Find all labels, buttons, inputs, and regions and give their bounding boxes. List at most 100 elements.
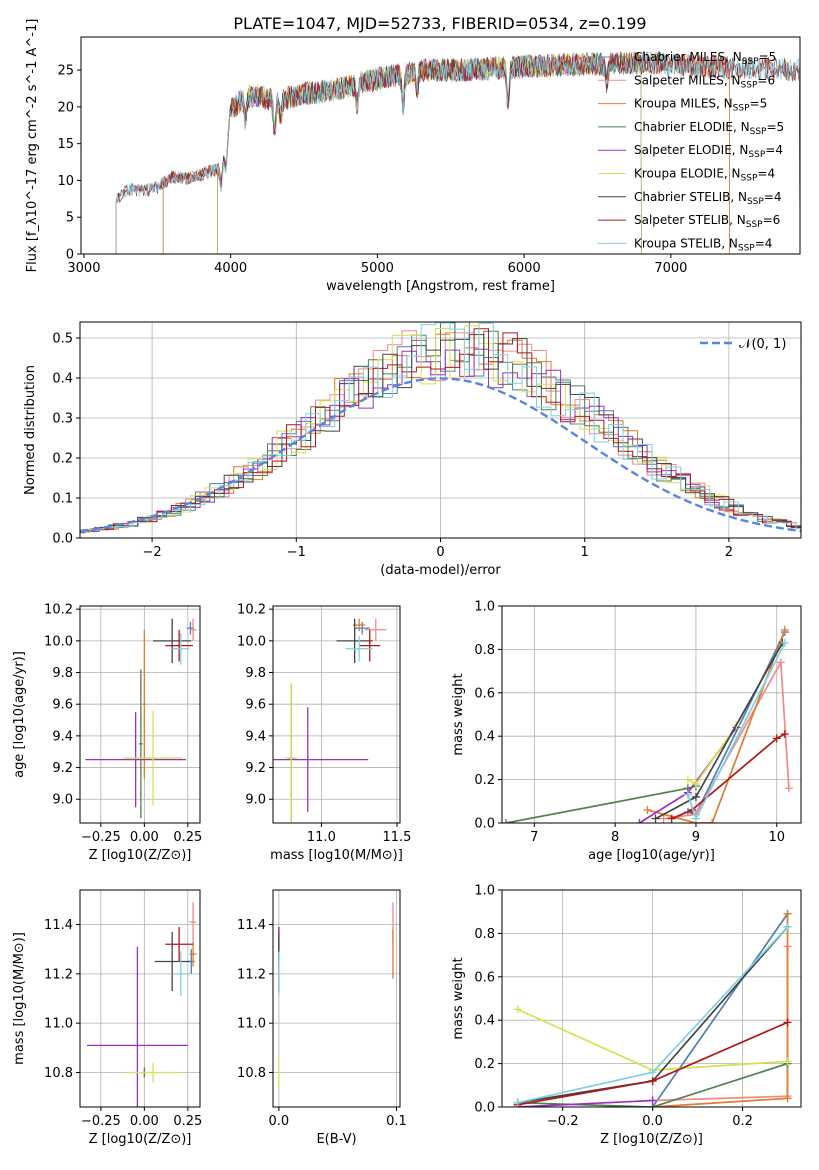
y-tick-label: 10: [57, 174, 74, 189]
y-tick-label: 9.4: [245, 729, 266, 744]
y-tick-label: 25: [57, 64, 74, 79]
weight-marker-salpeter-stelib: [783, 1018, 792, 1027]
histograms: [80, 322, 801, 534]
y-tick-label: 15: [57, 137, 74, 152]
y-tick-label: 0.3: [52, 412, 73, 427]
y-tick-label: 11.2: [44, 967, 73, 982]
weight-vs-metallicity-panel: −0.2 0.0 0.2 0.0 0.2 0.4 0.6 0.8 1.0 Z [log10(Z/Z…: [451, 884, 802, 1147]
x-tick-label: 0.25: [173, 1114, 202, 1129]
y-tick-label: 0.2: [474, 773, 495, 788]
x-tick-label: 0.00: [130, 1114, 159, 1129]
weight-line-chabrier-miles: [651, 913, 789, 1107]
y-tick-label: 9.2: [245, 761, 266, 776]
weight-line-chabrier-stelib: [655, 642, 784, 820]
x-tick-label: 6000: [508, 261, 541, 276]
x-tick-label: 3000: [67, 261, 100, 276]
weight-marker-kroupa-miles: [780, 625, 789, 634]
x-axis-label: (data-model)/error: [380, 563, 501, 578]
weight-line-salpeter-elodie: [517, 1099, 653, 1107]
y-tick-label: 9.2: [52, 761, 73, 776]
weight-line-salpeter-miles: [663, 659, 790, 820]
y-tick-label: 0.8: [474, 927, 495, 942]
y-tick-label: 11.4: [44, 918, 73, 933]
y-axis-label: mass weight: [451, 957, 466, 1039]
legend-label-salpeter-stelib: Salpeter STELIB, NSSP=6: [634, 213, 780, 230]
y-tick-label: 0.2: [474, 1057, 495, 1072]
y-tick-label: 0.8: [474, 643, 495, 658]
plot-frame: [79, 321, 802, 539]
x-tick-label: 0.2: [732, 1114, 753, 1129]
y-tick-label: 11.4: [237, 918, 266, 933]
spectrum-series-salpeter-elodie: [217, 52, 642, 254]
y-tick-label: 0.2: [52, 452, 73, 467]
error-bars: [278, 902, 394, 1088]
x-tick-label: 0: [436, 545, 444, 560]
x-axis-label: E(B-V): [316, 1132, 356, 1147]
y-tick-label: 0.0: [474, 817, 495, 832]
x-tick-label: −0.2: [547, 1114, 579, 1129]
x-tick-label: −0.25: [81, 830, 121, 845]
x-tick-label: 0.00: [130, 830, 159, 845]
y-axis-label: Normed distribution: [23, 365, 38, 495]
spectrum-series-chabrier-elodie: [217, 51, 642, 254]
y-tick-label: 9.4: [52, 729, 73, 744]
age-vs-metallicity-panel: −0.25 0.00 0.25 9.0 9.2 9.4 9.6 9.8 10.0 10.2 Z [l…: [12, 603, 202, 863]
y-tick-label: 10.2: [44, 603, 73, 618]
y-tick-label: 0.6: [474, 970, 495, 985]
weight-marker-salpeter-elodie: [635, 819, 644, 823]
error-bars: [273, 618, 387, 823]
histogram-chabrier-miles: [80, 322, 801, 534]
weight-marker-kroupa-stelib: [648, 1068, 657, 1077]
x-axis-label: Z [log10(Z/Z⊙)]: [600, 1132, 703, 1147]
y-tick-label: 0.4: [474, 730, 495, 745]
histogram-kroupa-stelib: [80, 322, 801, 533]
y-tick-label: 0.4: [474, 1014, 495, 1029]
weight-lines: [513, 909, 792, 1107]
y-tick-label: 11.2: [237, 967, 266, 982]
weight-marker-salpeter-stelib: [667, 814, 676, 823]
x-tick-label: 5000: [361, 261, 394, 276]
y-tick-label: 0.5: [52, 332, 73, 347]
weight-marker-kroupa-elodie: [783, 1057, 792, 1066]
spectrum-legend: Chabrier MILES, NSSP=5 Salpeter MILES, NS…: [598, 50, 784, 253]
y-tick-label: 9.8: [245, 666, 266, 681]
x-axis-label: mass [log10(M/M⊙)]: [270, 848, 403, 863]
plot-frame: [272, 605, 401, 824]
weight-marker-chabrier-stelib: [651, 814, 660, 823]
legend-label-kroupa-stelib: Kroupa STELIB, NSSP=4: [634, 236, 772, 253]
x-tick-label: 0.1: [386, 1114, 407, 1129]
y-tick-label: 9.6: [52, 698, 73, 713]
y-tick-label: 10.0: [237, 634, 266, 649]
weight-marker-kroupa-elodie: [513, 1005, 522, 1014]
x-tick-label: 8: [611, 830, 619, 845]
weight-line-kroupa-miles: [647, 629, 786, 823]
x-tick-label: 4000: [214, 261, 247, 276]
y-tick-label: 10.8: [237, 1066, 266, 1081]
histogram-salpeter-stelib: [80, 328, 801, 533]
legend-label-salpeter-elodie: Salpeter ELODIE, NSSP=4: [634, 143, 783, 160]
x-tick-label: 2: [725, 545, 733, 560]
y-tick-label: 0.6: [474, 686, 495, 701]
plot-frame: [79, 889, 201, 1108]
spectrum-lines: [115, 51, 800, 254]
y-tick-label: 11.0: [237, 1017, 266, 1032]
weight-marker-kroupa-stelib: [691, 814, 700, 823]
y-axis-label: age [log10(age/yr)]: [12, 651, 27, 778]
x-tick-label: 0.25: [173, 830, 202, 845]
x-tick-label: 7000: [654, 261, 687, 276]
error-bars: [85, 618, 197, 819]
x-tick-label: 7: [530, 830, 538, 845]
weight-marker-kroupa-stelib: [780, 638, 789, 647]
y-tick-label: 0.0: [474, 1101, 495, 1116]
x-tick-label: −1: [287, 545, 306, 560]
legend-label-chabrier-elodie: Chabrier ELODIE, NSSP=5: [634, 120, 784, 137]
x-axis-label: Z [log10(Z/Z⊙)]: [89, 1132, 192, 1147]
y-tick-label: 1.0: [474, 600, 495, 615]
y-axis-label: mass [log10(M/M⊙)]: [12, 932, 27, 1065]
legend-label-chabrier-stelib: Chabrier STELIB, NSSP=4: [634, 190, 782, 207]
legend-label-chabrier-miles: Chabrier MILES, NSSP=5: [634, 50, 776, 67]
y-tick-label: 5: [66, 211, 74, 226]
y-tick-label: 10.8: [44, 1066, 73, 1081]
plot-frame: [272, 889, 401, 1108]
y-tick-label: 0.4: [52, 372, 73, 387]
